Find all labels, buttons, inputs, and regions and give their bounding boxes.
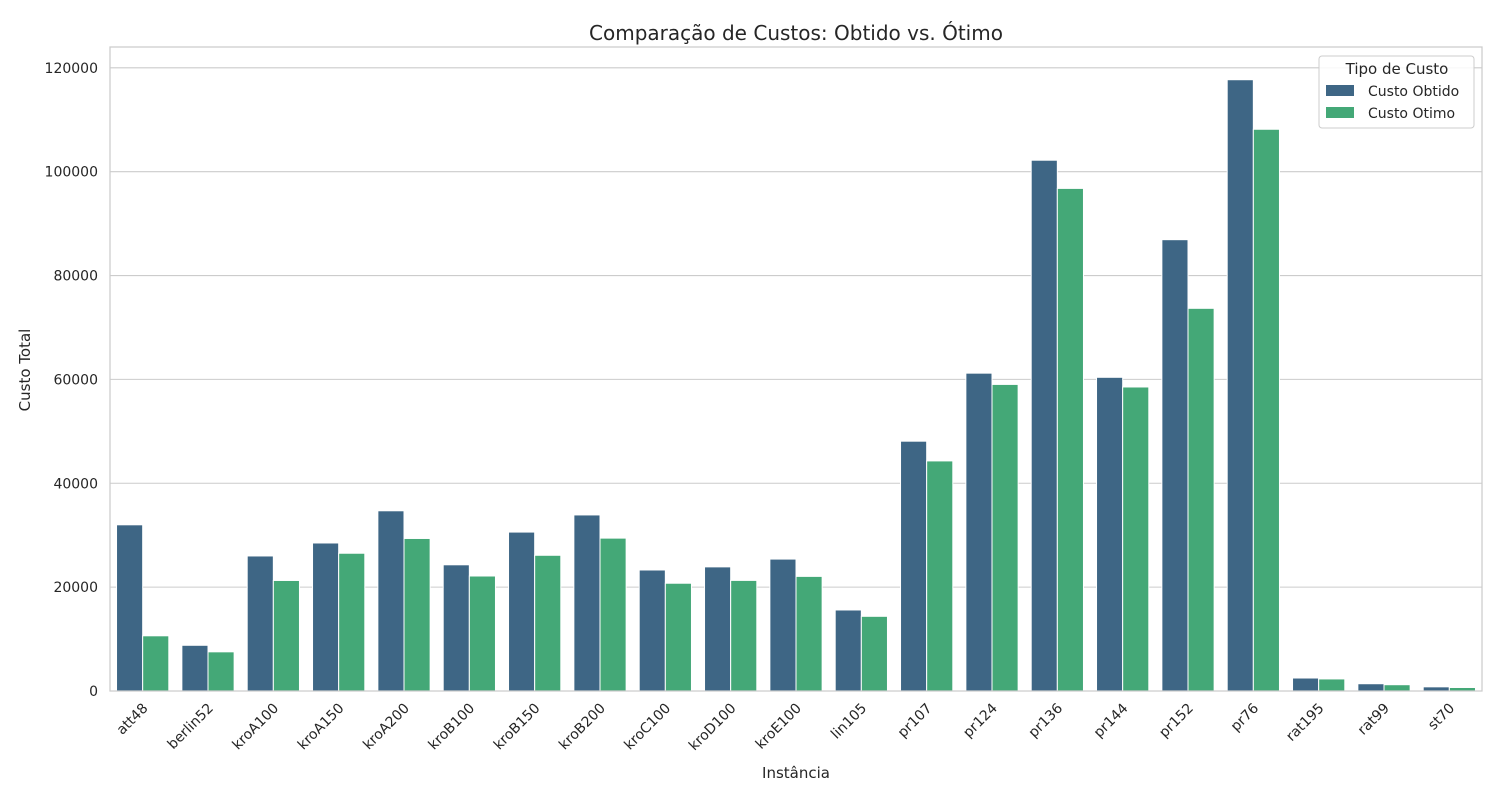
y-axis-title: Custo Total [16, 329, 34, 412]
y-tick-label-0: 0 [89, 684, 98, 700]
legend-title: Tipo de Custo [1345, 60, 1449, 78]
x-tick-label-kroC100: kroC100 [621, 701, 674, 754]
x-tick-label-kroA150: kroA150 [295, 701, 348, 754]
bar-custo-otimo-berlin52 [207, 651, 235, 692]
bar-custo-otimo-rat99 [1383, 684, 1411, 692]
y-tick-label-100000: 100000 [45, 165, 98, 181]
legend-label-custo-obtido: Custo Obtido [1368, 84, 1459, 100]
bar-custo-obtido-kroB200 [573, 514, 601, 692]
bar-custo-obtido-pr107 [900, 440, 928, 692]
bar-custo-obtido-pr76 [1226, 79, 1254, 692]
bar-custo-obtido-kroA150 [312, 542, 340, 692]
bar-custo-otimo-kroE100 [795, 575, 823, 692]
x-axis-title: Instância [762, 764, 830, 782]
y-tick-label-80000: 80000 [53, 269, 98, 285]
bar-custo-obtido-att48 [116, 524, 144, 692]
bar-custo-otimo-kroC100 [664, 582, 692, 692]
bar-custo-otimo-lin105 [860, 615, 888, 692]
bar-custo-otimo-kroA150 [338, 552, 366, 692]
x-tick-label-rat195: rat195 [1283, 701, 1327, 745]
bar-custo-otimo-kroA100 [272, 579, 300, 692]
bar-custo-otimo-pr76 [1252, 128, 1280, 692]
x-tick-label-pr152: pr152 [1156, 701, 1197, 742]
x-tick-label-kroB150: kroB150 [491, 701, 544, 754]
chart-title: Comparação de Custos: Obtido vs. Ótimo [589, 21, 1003, 45]
bar-custo-otimo-att48 [142, 635, 170, 692]
x-tick-label-berlin52: berlin52 [165, 701, 217, 753]
bar-custo-otimo-kroB150 [534, 554, 562, 692]
bar-custo-otimo-pr136 [1056, 187, 1084, 692]
bar-custo-otimo-pr124 [991, 383, 1019, 692]
x-tick-label-lin105: lin105 [828, 701, 870, 743]
bar-custo-obtido-pr152 [1161, 239, 1189, 692]
x-tick-label-pr124: pr124 [960, 700, 1001, 741]
y-tick-label-60000: 60000 [53, 372, 98, 388]
bar-custo-obtido-kroD100 [704, 566, 732, 692]
x-tick-label-kroA100: kroA100 [230, 701, 283, 754]
x-tick-label-kroB100: kroB100 [426, 701, 479, 754]
bar-custo-otimo-pr107 [926, 460, 954, 692]
bar-custo-obtido-rat195 [1292, 677, 1320, 692]
axes [109, 46, 1483, 692]
x-tick-label-st70: st70 [1425, 701, 1458, 734]
bar-custo-obtido-lin105 [834, 609, 862, 692]
x-tick-labels: att48 berlin52 kroA100 kroA150 kroA200 kroB10… [114, 700, 1458, 754]
legend: Tipo de Custo Custo Obtido Custo Otimo [1318, 55, 1475, 129]
bars [116, 79, 1476, 692]
bar-custo-obtido-kroA100 [246, 555, 274, 692]
bar-custo-obtido-kroE100 [769, 558, 797, 692]
bar-custo-obtido-kroC100 [638, 569, 666, 692]
bar-custo-obtido-berlin52 [181, 644, 209, 692]
bar-custo-otimo-pr152 [1187, 307, 1215, 692]
y-tick-label-20000: 20000 [53, 580, 98, 596]
bar-custo-otimo-rat195 [1318, 678, 1346, 692]
legend-label-custo-otimo: Custo Otimo [1368, 106, 1455, 122]
legend-swatch-custo-obtido [1326, 85, 1354, 96]
x-tick-label-kroB200: kroB200 [556, 701, 609, 754]
bar-custo-obtido-kroB100 [442, 564, 470, 692]
y-tick-labels: 0 20000 40000 60000 80000 100000 120000 [45, 61, 98, 700]
bar-custo-otimo-kroA200 [403, 537, 431, 692]
bar-custo-obtido-rat99 [1357, 683, 1385, 692]
bar-custo-obtido-pr124 [965, 372, 993, 692]
x-tick-label-kroA200: kroA200 [360, 701, 413, 754]
bar-custo-otimo-kroD100 [730, 579, 758, 692]
x-tick-label-pr76: pr76 [1228, 700, 1262, 734]
x-tick-label-kroD100: kroD100 [686, 701, 739, 754]
bar-custo-obtido-pr144 [1096, 376, 1124, 692]
legend-swatch-custo-otimo [1326, 107, 1354, 118]
x-tick-label-pr107: pr107 [895, 701, 936, 742]
x-tick-label-pr144: pr144 [1091, 700, 1132, 741]
x-tick-label-rat99: rat99 [1355, 701, 1393, 739]
x-tick-label-att48: att48 [114, 701, 152, 739]
y-tick-label-40000: 40000 [53, 476, 98, 492]
bar-custo-obtido-kroA200 [377, 510, 405, 692]
bar-custo-otimo-kroB100 [468, 575, 496, 692]
y-tick-label-120000: 120000 [45, 61, 98, 77]
bar-custo-obtido-pr136 [1030, 159, 1058, 692]
x-tick-label-pr136: pr136 [1026, 700, 1067, 741]
plot-frame [109, 46, 1483, 692]
legend-box [1318, 55, 1475, 129]
bar-custo-otimo-pr144 [1122, 386, 1150, 692]
bar-custo-otimo-kroB200 [599, 537, 627, 692]
x-tick-label-kroE100: kroE100 [753, 701, 805, 753]
bar-custo-obtido-kroB150 [508, 531, 536, 692]
